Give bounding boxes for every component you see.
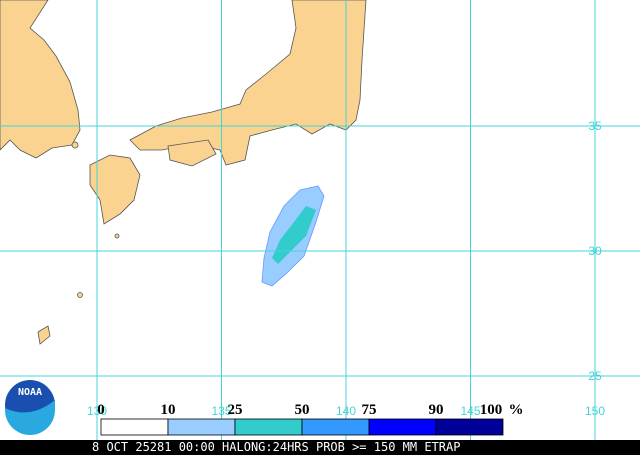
legend-swatch	[100, 418, 169, 436]
legend-label: 90	[429, 402, 444, 418]
footer-text: 8 OCT 25281 00:00 HALONG:24HRS PROB >= 1…	[92, 440, 460, 454]
lon-label: 140	[336, 404, 356, 418]
legend-label: 50	[295, 402, 310, 418]
legend-swatch	[301, 418, 370, 436]
legend-label: 25	[228, 402, 243, 418]
lon-label: 130	[87, 404, 107, 418]
kyushu	[89, 154, 141, 225]
lat-label: 30	[588, 244, 602, 258]
legend-label: 75	[362, 402, 377, 418]
graticule: 130 135 140 145 150 35 30 25	[0, 0, 640, 440]
probability-area	[261, 185, 325, 287]
legend-label: 100	[480, 402, 503, 418]
logo-text: NOAA	[18, 387, 42, 398]
island	[114, 233, 120, 239]
legend-unit: %	[509, 402, 524, 418]
lon-label: 135	[211, 404, 231, 418]
lat-label: 25	[588, 369, 602, 383]
legend-label: 0	[97, 402, 105, 418]
logo-wave	[5, 400, 55, 435]
island	[77, 292, 83, 298]
prob-25-50	[272, 206, 316, 264]
legend-swatch	[167, 418, 236, 436]
island	[37, 325, 51, 345]
legend-swatch	[435, 418, 504, 436]
honshu	[129, 0, 367, 166]
legend-swatch	[234, 418, 303, 436]
mainland-korea	[0, 0, 81, 159]
lon-label: 150	[585, 404, 605, 418]
lon-label: 145	[460, 404, 480, 418]
logo: NOAA	[5, 380, 55, 435]
legend-label: 10	[161, 402, 176, 418]
shikoku	[167, 139, 217, 167]
legend: 0 10 25 50 75 90 100%	[97, 402, 524, 436]
footer-bar	[0, 440, 640, 455]
lat-label: 35	[588, 119, 602, 133]
legend-swatch	[368, 418, 437, 436]
island	[71, 141, 79, 149]
land	[0, 0, 367, 345]
